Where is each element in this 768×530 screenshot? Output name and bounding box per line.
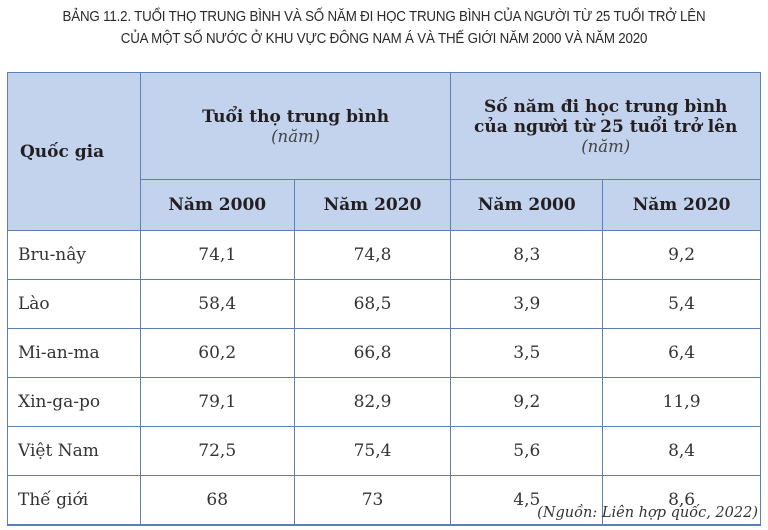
value-cell: 82,9 [293,377,452,427]
year-header: Năm 2020 [602,179,761,231]
table-row: Bru-nây 74,1 74,8 8,3 9,2 [7,230,761,280]
country-column-header: Quốc gia [7,72,141,231]
value-cell: 74,1 [139,230,295,280]
value-cell: 68,5 [293,279,452,329]
year-header: Năm 2000 [450,179,604,231]
value-cell: 9,2 [450,377,604,427]
value-cell: 68 [139,475,295,526]
life-expectancy-header: Tuổi thọ trung bình (năm) [139,72,452,180]
value-cell: 75,4 [293,426,452,476]
country-cell: Việt Nam [7,426,141,476]
value-cell: 8,6 [602,475,761,526]
life-expectancy-unit: (năm) [271,126,321,146]
value-cell: 6,4 [602,328,761,378]
table-caption: BẢNG 11.2. TUỔI THỌ TRUNG BÌNH VÀ SỐ NĂM… [31,6,738,50]
country-cell: Bru-nây [7,230,141,280]
country-cell: Mi-an-ma [7,328,141,378]
schooling-title-line-1: Số năm đi học trung bình [483,96,728,117]
value-cell: 60,2 [139,328,295,378]
value-cell: 9,2 [602,230,761,280]
data-table: Quốc gia Tuổi thọ trung bình (năm) Số nă… [7,72,761,526]
value-cell: 72,5 [139,426,295,476]
source-note: (Nguồn: Liên hợp quốc, 2022) [537,505,758,521]
year-header: Năm 2000 [139,179,295,231]
value-cell: 8,4 [602,426,761,476]
year-header: Năm 2020 [293,179,452,231]
value-cell: 58,4 [139,279,295,329]
country-cell: Thế giới [7,475,141,526]
value-cell: 66,8 [293,328,452,378]
table-row: Lào 58,4 68,5 3,9 5,4 [7,279,761,329]
life-expectancy-title: Tuổi thọ trung bình [202,106,390,127]
table-row: Thế giới 68 73 4,5 8,6 [7,475,761,526]
caption-line-2: CỦA MỘT SỐ NƯỚC Ở KHU VỰC ĐÔNG NAM Á VÀ … [120,31,648,47]
schooling-years-header: Số năm đi học trung bình của người từ 25… [450,72,761,180]
value-cell: 73 [293,475,452,526]
value-cell: 79,1 [139,377,295,427]
value-cell: 74,8 [293,230,452,280]
table-row: Việt Nam 72,5 75,4 5,6 8,4 [7,426,761,476]
country-cell: Xin-ga-po [7,377,141,427]
value-cell: 5,6 [450,426,604,476]
schooling-unit: (năm) [581,136,631,156]
value-cell: 4,5 [450,475,604,526]
value-cell: 11,9 [602,377,761,427]
table-row: Xin-ga-po 79,1 82,9 9,2 11,9 [7,377,761,427]
value-cell: 3,9 [450,279,604,329]
country-cell: Lào [7,279,141,329]
value-cell: 8,3 [450,230,604,280]
schooling-title-line-2: của người từ 25 tuổi trở lên [474,116,738,137]
table-row: Mi-an-ma 60,2 66,8 3,5 6,4 [7,328,761,378]
value-cell: 5,4 [602,279,761,329]
value-cell: 3,5 [450,328,604,378]
caption-line-1: BẢNG 11.2. TUỔI THỌ TRUNG BÌNH VÀ SỐ NĂM… [62,9,706,25]
